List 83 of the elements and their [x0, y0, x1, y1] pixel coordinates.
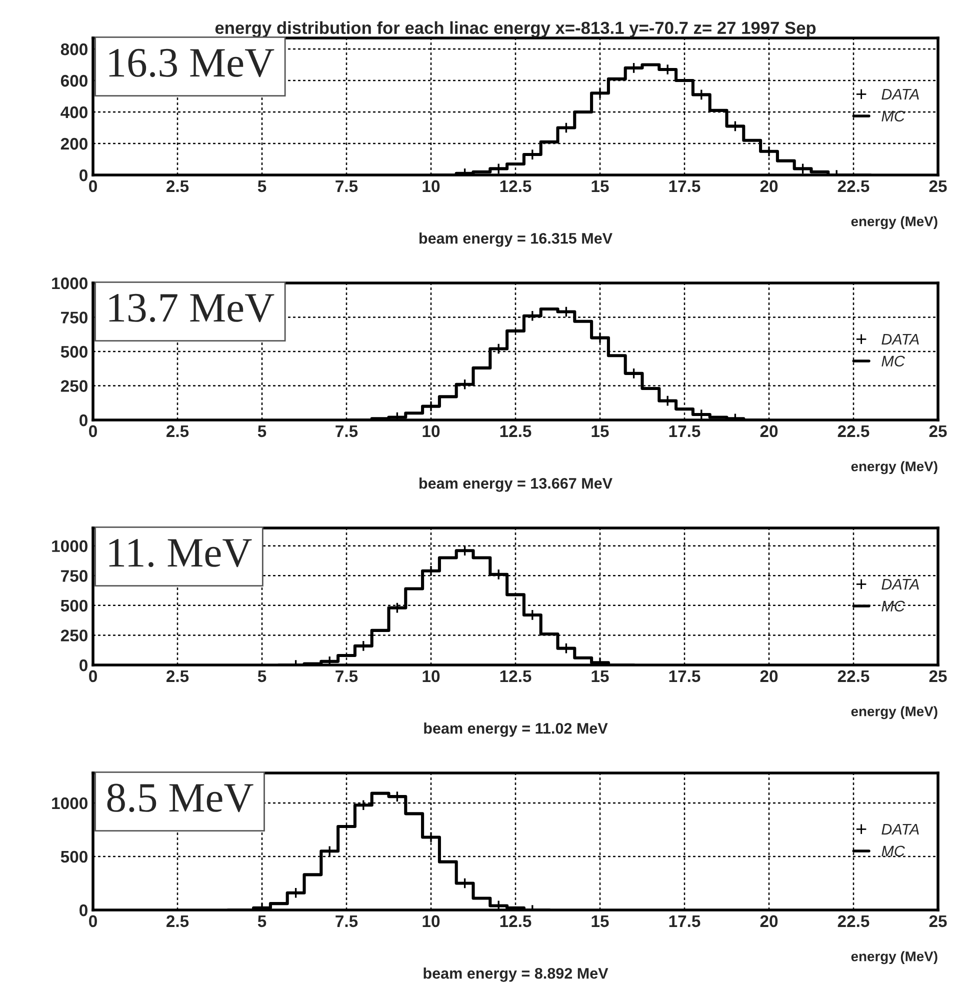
x-tick-label: 25 — [929, 670, 947, 682]
y-tick-label: 600 — [60, 74, 88, 87]
x-tick-label: 2.5 — [166, 670, 189, 682]
legend-label: DATA — [882, 579, 919, 590]
y-tick-label: 750 — [61, 312, 88, 324]
x-tick-label: 12.5 — [500, 425, 532, 438]
x-tick-label: 10 — [422, 180, 440, 192]
x-tick-label: 17.5 — [669, 915, 700, 928]
x-tick-label: 17.5 — [669, 670, 700, 682]
x-tick-label: 0 — [89, 915, 97, 928]
y-tick-label: 500 — [60, 346, 88, 358]
x-tick-label: 22.5 — [838, 180, 870, 192]
x-tick-label: 25 — [929, 915, 947, 928]
x-axis-title: energy (MeV) — [851, 951, 938, 964]
legend-label: MC — [882, 356, 906, 367]
x-tick-label: 5 — [258, 425, 266, 438]
x-tick-label: 2.5 — [166, 915, 189, 928]
x-tick-label: 7.5 — [336, 425, 358, 438]
text: beam energy = 11.02 MeV — [424, 722, 608, 737]
x-tick-label: 15 — [592, 180, 609, 192]
legend-label: DATA — [882, 824, 919, 835]
y-tick-label: 250 — [60, 630, 88, 642]
x-tick-label: 20 — [760, 915, 778, 928]
x-tick-label: 0 — [89, 425, 97, 438]
annotation: 8.5 MeV — [107, 784, 254, 812]
annotation: 16.3 MeV — [109, 48, 274, 78]
x-axis-title: energy (MeV) — [851, 706, 938, 720]
x-tick-label: 5 — [258, 180, 266, 192]
y-tick-label: 200 — [60, 138, 88, 150]
y-tick-label: 0 — [80, 414, 88, 426]
chart-title: energy distribution for each linac energy x=-813.1 y=-70.7 z= 27 1997 Sep — [215, 21, 816, 38]
y-tick-label: 1000 — [52, 797, 88, 810]
x-tick-label: 12.5 — [500, 670, 532, 682]
legend-label: MC — [882, 110, 906, 122]
x-tick-label: 5 — [258, 670, 266, 682]
x-axis-title: energy (MeV) — [851, 461, 938, 474]
x-tick-label: 20 — [760, 425, 778, 438]
y-tick-label: 0 — [80, 659, 88, 672]
text: beam energy = 8.892 MeV — [424, 968, 608, 982]
x-tick-label: 10 — [422, 670, 440, 682]
legend-label: DATA — [882, 89, 919, 100]
x-tick-label: 10 — [422, 915, 440, 928]
y-tick-label: 1000 — [52, 540, 88, 552]
legend-label: MC — [882, 846, 906, 857]
annotation: 13.7 MeV — [109, 294, 274, 322]
y-tick-label: 0 — [80, 169, 88, 182]
x-tick-label: 0 — [89, 180, 97, 192]
x-axis-title: energy (MeV) — [851, 216, 938, 230]
x-tick-label: 20 — [760, 670, 778, 682]
x-tick-label: 7.5 — [336, 915, 358, 928]
x-tick-label: 12.5 — [500, 915, 532, 928]
y-tick-label: 750 — [61, 570, 88, 582]
x-tick-label: 15 — [592, 670, 609, 682]
x-tick-label: 22.5 — [838, 425, 870, 438]
legend-label: DATA — [882, 334, 919, 345]
y-tick-label: 0 — [80, 904, 88, 916]
y-tick-label: 250 — [60, 380, 88, 392]
x-tick-label: 7.5 — [336, 180, 358, 192]
y-tick-label: 400 — [60, 106, 88, 118]
y-tick-label: 500 — [60, 850, 88, 863]
text: beam energy = 13.667 MeV — [419, 478, 612, 492]
x-tick-label: 25 — [929, 180, 947, 192]
x-tick-label: 17.5 — [669, 425, 700, 438]
x-tick-label: 15 — [592, 425, 609, 438]
y-tick-label: 1000 — [52, 277, 88, 290]
x-tick-label: 17.5 — [669, 180, 700, 192]
x-tick-label: 0 — [89, 670, 97, 682]
y-tick-label: 800 — [60, 43, 88, 56]
y-tick-label: 500 — [60, 600, 88, 612]
x-tick-label: 5 — [258, 915, 266, 928]
x-tick-label: 7.5 — [336, 670, 358, 682]
x-tick-label: 22.5 — [838, 915, 870, 928]
annotation: 11. MeV — [109, 538, 252, 568]
x-tick-label: 25 — [929, 425, 947, 438]
x-tick-label: 2.5 — [166, 180, 189, 192]
text: beam energy = 16.315 MeV — [419, 232, 612, 247]
legend-label: MC — [882, 600, 906, 612]
x-tick-label: 20 — [760, 180, 778, 192]
x-tick-label: 12.5 — [500, 180, 532, 192]
x-tick-label: 22.5 — [838, 670, 870, 682]
x-tick-label: 15 — [592, 915, 609, 928]
x-tick-label: 2.5 — [166, 425, 189, 438]
x-tick-label: 10 — [422, 425, 440, 438]
